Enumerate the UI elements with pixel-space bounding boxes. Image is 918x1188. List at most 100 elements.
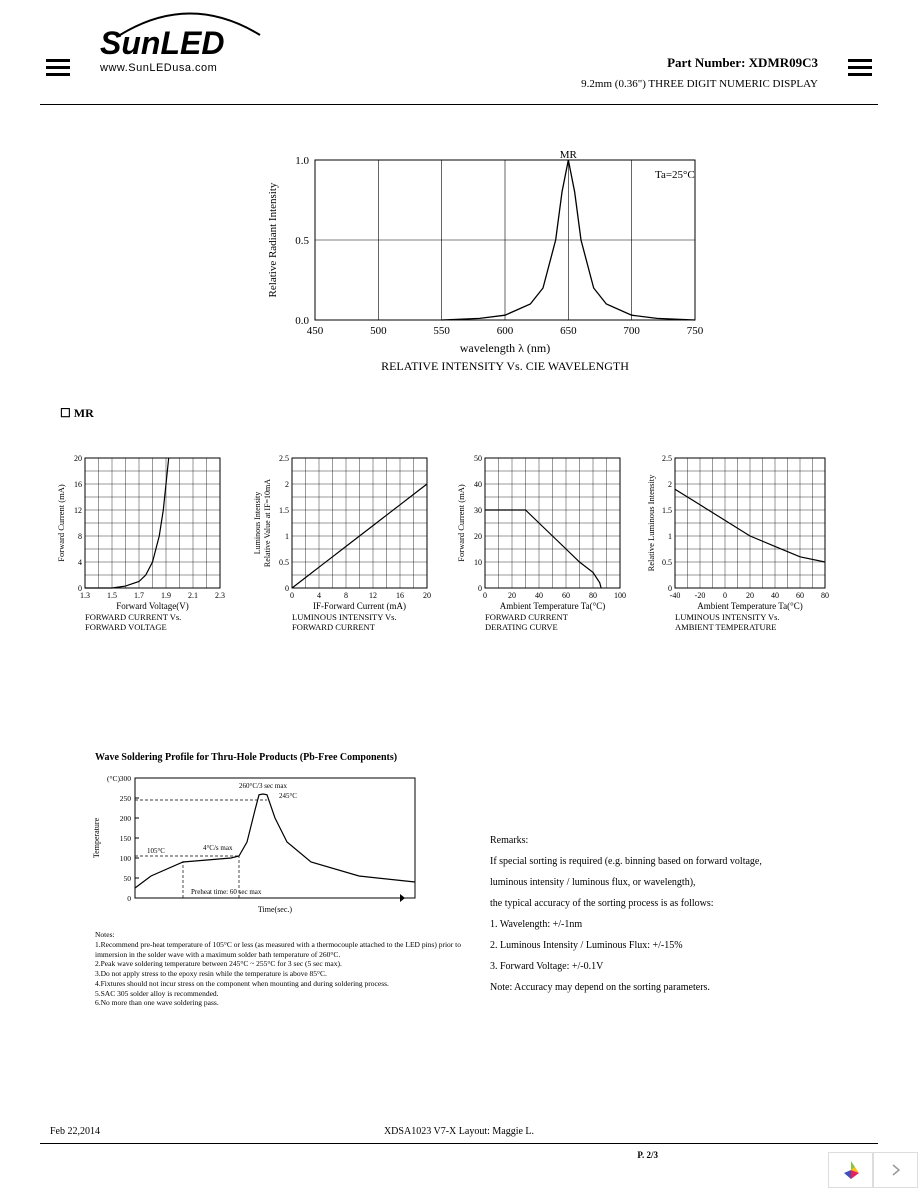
svg-text:550: 550	[433, 325, 450, 337]
svg-text:16: 16	[74, 480, 82, 489]
svg-text:1.5: 1.5	[279, 506, 289, 515]
svg-text:12: 12	[74, 506, 82, 515]
svg-text:2.5: 2.5	[662, 454, 672, 463]
svg-text:2: 2	[668, 480, 672, 489]
svg-text:DERATING CURVE: DERATING CURVE	[485, 622, 558, 632]
svg-text:10: 10	[474, 558, 482, 567]
remark-line: 2. Luminous Intensity / Luminous Flux: +…	[490, 935, 870, 956]
svg-text:1.0: 1.0	[295, 155, 309, 167]
section-mr: ☐ MR	[60, 406, 94, 421]
soldering-title: Wave Soldering Profile for Thru-Hole Pro…	[95, 752, 397, 763]
svg-text:LUMINOUS INTENSITY Vs.: LUMINOUS INTENSITY Vs.	[675, 612, 780, 622]
part-description: 9.2mm (0.36") THREE DIGIT NUMERIC DISPLA…	[581, 78, 818, 90]
note-item: 4.Fixtures should not incur stress on th…	[95, 979, 475, 989]
chart-temp: -40-2002040608000.511.522.5Ambient Tempe…	[645, 450, 855, 640]
svg-text:750: 750	[687, 325, 704, 337]
svg-text:0: 0	[478, 584, 482, 593]
remarks-heading: Remarks:	[490, 830, 870, 851]
svg-text:Relative Luminous Intensity: Relative Luminous Intensity	[646, 474, 656, 572]
svg-text:Luminous Intensity: Luminous Intensity	[253, 492, 262, 554]
svg-text:30: 30	[474, 506, 482, 515]
svg-text:AMBIENT TEMPERATURE: AMBIENT TEMPERATURE	[675, 622, 776, 632]
chart-soldering: 050100150200250300(°C)260°C/3 sec max245…	[85, 770, 445, 930]
svg-text:1: 1	[668, 532, 672, 541]
footer: Feb 22,2014 XDSA1023 V7-X Layout: Maggie…	[40, 1143, 878, 1148]
part-label: Part Number:	[667, 55, 745, 70]
nav-widget	[828, 1152, 918, 1188]
svg-text:Ambient Temperature Ta(°C): Ambient Temperature Ta(°C)	[500, 601, 605, 611]
svg-text:0: 0	[78, 584, 82, 593]
svg-text:IF-Forward Current (mA): IF-Forward Current (mA)	[313, 601, 406, 611]
svg-text:LUMINOUS INTENSITY Vs.: LUMINOUS INTENSITY Vs.	[292, 612, 397, 622]
svg-text:20: 20	[508, 591, 516, 600]
footer-date: Feb 22,2014	[50, 1126, 100, 1137]
svg-text:200: 200	[120, 814, 132, 823]
svg-text:2.3: 2.3	[215, 591, 225, 600]
svg-text:0.5: 0.5	[662, 558, 672, 567]
logo-arc-icon	[115, 7, 265, 37]
svg-text:2: 2	[285, 480, 289, 489]
svg-text:4: 4	[317, 591, 321, 600]
svg-text:16: 16	[396, 591, 404, 600]
logo: SunLED www.SunLEDusa.com	[100, 25, 224, 74]
svg-text:20: 20	[74, 454, 82, 463]
svg-text:Forward Voltage(V): Forward Voltage(V)	[116, 601, 188, 611]
svg-text:RELATIVE INTENSITY Vs. CIE WAV: RELATIVE INTENSITY Vs. CIE WAVELENGTH	[381, 359, 629, 370]
chart-li: 04812162000.511.522.5IF-Forward Current …	[252, 450, 452, 640]
svg-text:60: 60	[796, 591, 804, 600]
svg-text:FORWARD CURRENT Vs.: FORWARD CURRENT Vs.	[85, 612, 181, 622]
svg-text:1.7: 1.7	[134, 591, 144, 600]
svg-text:8: 8	[344, 591, 348, 600]
header: SunLED www.SunLEDusa.com Part Number: XD…	[40, 30, 878, 105]
remark-line: 3. Forward Voltage: +/-0.1V	[490, 956, 870, 977]
svg-text:Preheat time: 60 sec max: Preheat time: 60 sec max	[191, 888, 262, 896]
svg-text:wavelength λ (nm): wavelength λ (nm)	[460, 341, 550, 355]
svg-text:50: 50	[474, 454, 482, 463]
svg-text:1.5: 1.5	[107, 591, 117, 600]
note-item: 2.Peak wave soldering temperature betwee…	[95, 959, 475, 969]
svg-text:-20: -20	[695, 591, 706, 600]
nav-logo-icon[interactable]	[828, 1152, 873, 1188]
note-item: 6.No more than one wave soldering pass.	[95, 998, 475, 1008]
svg-text:60: 60	[562, 591, 570, 600]
footer-page: P. 2/3	[637, 1150, 658, 1160]
svg-text:Relative Radiant Intensity: Relative Radiant Intensity	[267, 182, 279, 297]
chart-derating: 02040608010001020304050Ambient Temperatu…	[455, 450, 645, 640]
chart-iv: 1.31.51.71.92.12.3048121620Forward Volta…	[55, 450, 245, 640]
remark-line: the typical accuracy of the sorting proc…	[490, 893, 870, 914]
svg-text:Ambient Temperature Ta(°C): Ambient Temperature Ta(°C)	[697, 601, 802, 611]
svg-text:0: 0	[668, 584, 672, 593]
svg-text:600: 600	[497, 325, 514, 337]
svg-text:80: 80	[821, 591, 829, 600]
svg-text:1: 1	[285, 532, 289, 541]
svg-text:FORWARD CURRENT: FORWARD CURRENT	[292, 622, 376, 632]
svg-text:80: 80	[589, 591, 597, 600]
svg-text:Time(sec.): Time(sec.)	[258, 905, 292, 914]
svg-text:0.0: 0.0	[295, 315, 309, 327]
svg-text:12: 12	[369, 591, 377, 600]
svg-text:Relative Value at IF=10mA: Relative Value at IF=10mA	[263, 479, 272, 567]
svg-text:20: 20	[423, 591, 431, 600]
svg-text:(°C): (°C)	[107, 774, 120, 783]
section-mr-text: MR	[74, 406, 94, 420]
svg-text:150: 150	[120, 834, 132, 843]
svg-text:8: 8	[78, 532, 82, 541]
svg-text:1.5: 1.5	[662, 506, 672, 515]
svg-text:4°C/s max: 4°C/s max	[203, 844, 233, 852]
part-value: XDMR09C3	[749, 55, 818, 70]
remark-line: If special sorting is required (e.g. bin…	[490, 851, 870, 872]
svg-text:1.9: 1.9	[161, 591, 171, 600]
remark-line: Note: Accuracy may depend on the sorting…	[490, 977, 870, 998]
svg-text:50: 50	[124, 874, 132, 883]
svg-text:300: 300	[120, 774, 132, 783]
nav-next-button[interactable]	[873, 1152, 918, 1188]
footer-doc: XDSA1023 V7-X Layout: Maggie L.	[384, 1126, 534, 1137]
svg-text:105°C: 105°C	[147, 847, 165, 855]
svg-text:Forward Current (mA): Forward Current (mA)	[456, 484, 466, 562]
logo-url: www.SunLEDusa.com	[100, 62, 224, 74]
chart-wavelength: 4505005506006507007500.00.51.0MRTa=25°Cw…	[260, 145, 740, 370]
svg-text:Temperature: Temperature	[92, 817, 101, 858]
svg-text:0: 0	[483, 591, 487, 600]
remark-line: 1. Wavelength: +/-1nm	[490, 914, 870, 935]
remarks: Remarks: If special sorting is required …	[490, 830, 870, 998]
